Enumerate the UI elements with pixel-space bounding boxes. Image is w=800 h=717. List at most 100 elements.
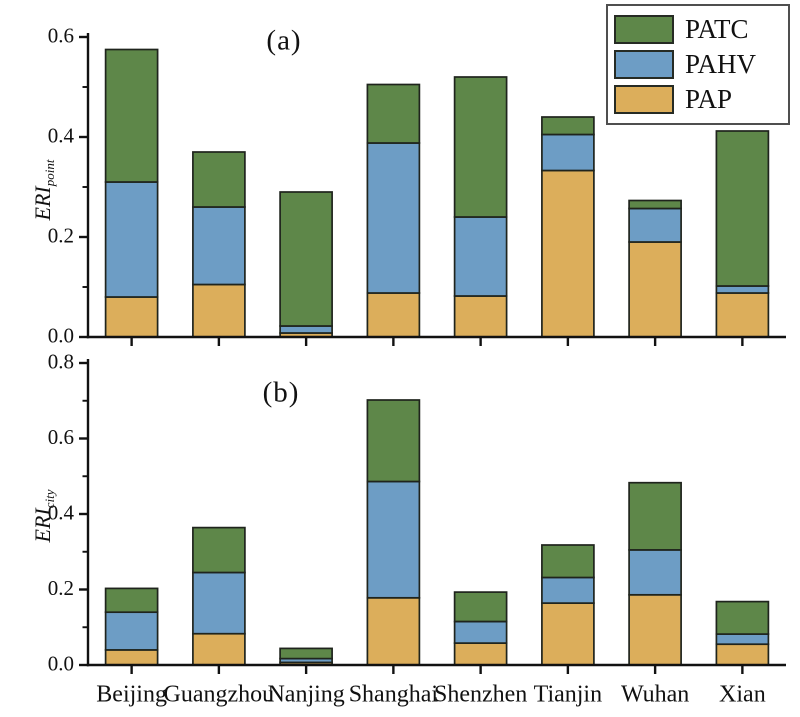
bar-xian: [715, 130, 770, 338]
bar-segment-pap-tianjin: [541, 602, 595, 666]
bar-segment-pap-shanghai: [366, 292, 421, 338]
y-axis-title-main-b: ERI: [29, 508, 55, 543]
y-axis-title-sub-a: point: [42, 159, 58, 187]
bar-segment-patc-shanghai: [366, 83, 421, 144]
x-tick-label-beijing: Beijing: [96, 682, 167, 708]
panel-a-label: (a): [266, 24, 302, 57]
bar-shenzhen: [453, 76, 508, 338]
bar-beijing: [104, 48, 159, 338]
bar-guangzhou: [192, 526, 246, 666]
bar-segment-pap-guangzhou: [192, 283, 246, 338]
bar-segment-pap-beijing: [104, 649, 159, 666]
panel-b-label: (b): [262, 376, 300, 409]
legend-entry-patc: PATC: [614, 12, 782, 47]
x-tick-label-nanjing: Nanjing: [267, 682, 344, 708]
legend: PATC PAHV PAP: [606, 4, 790, 125]
bar-segment-patc-wuhan: [628, 199, 682, 210]
bar-shenzhen: [453, 591, 508, 666]
y-axis-title-main-a: ERI: [29, 186, 55, 221]
bar-segment-pahv-wuhan: [628, 207, 682, 243]
bar-segment-pahv-beijing: [104, 181, 159, 298]
bar-segment-patc-shenzhen: [453, 591, 508, 623]
bar-segment-pahv-xian: [715, 285, 770, 294]
y-tick-label: 0.8: [48, 349, 74, 373]
y-tick-label: 0.2: [48, 576, 74, 600]
bar-segment-pahv-beijing: [104, 611, 159, 651]
bar-segment-pap-beijing: [104, 296, 159, 338]
bar-xian: [715, 600, 770, 666]
bar-segment-pahv-nanjing: [279, 325, 333, 334]
bar-beijing: [104, 587, 159, 666]
pahv-swatch-icon: [614, 50, 674, 79]
panel-a: 0.0 0.2 0.4 0.6: [48, 23, 786, 347]
bar-shanghai: [366, 399, 421, 666]
bar-segment-patc-wuhan: [628, 481, 682, 551]
y-tick-label: 0.6: [48, 425, 74, 449]
bar-wuhan: [628, 199, 682, 338]
bar-segment-patc-beijing: [104, 48, 159, 183]
bar-segment-pap-xian: [715, 643, 770, 666]
y-tick-label: 0.4: [48, 500, 75, 524]
y-axis-title-eri-city: ERIcity: [30, 490, 58, 543]
bar-segment-patc-tianjin: [541, 544, 595, 579]
bar-segment-pahv-xian: [715, 633, 770, 646]
bar-segment-pahv-tianjin: [541, 133, 595, 172]
bar-segment-pap-wuhan: [628, 241, 682, 338]
bar-tianjin: [541, 116, 595, 338]
x-tick-label-wuhan: Wuhan: [621, 682, 689, 708]
y-tick-label: 0.0: [48, 651, 74, 675]
y-tick-label: 0.0: [48, 323, 74, 347]
bar-segment-pahv-tianjin: [541, 576, 595, 604]
bar-segment-pahv-wuhan: [628, 549, 682, 596]
y-tick-label: 0.2: [48, 223, 74, 247]
bar-segment-patc-shanghai: [366, 399, 421, 483]
x-tick-label-guangzhou: Guangzhou: [164, 682, 275, 708]
legend-label-patc: PATC: [685, 14, 749, 44]
bar-segment-patc-guangzhou: [192, 151, 246, 208]
bar-segment-patc-guangzhou: [192, 526, 246, 574]
bar-segment-patc-xian: [715, 600, 770, 635]
bar-segment-pap-wuhan: [628, 593, 682, 666]
bar-segment-patc-tianjin: [541, 116, 595, 136]
bar-segment-pap-guangzhou: [192, 632, 246, 666]
y-tick-label: 0.6: [48, 23, 74, 47]
bar-segment-patc-nanjing: [279, 191, 333, 327]
bar-segment-pahv-shenzhen: [453, 216, 508, 297]
bar-wuhan: [628, 481, 682, 666]
y-tick-label: 0.4: [48, 123, 75, 147]
legend-entry-pap: PAP: [614, 82, 782, 117]
bar-segment-pap-shanghai: [366, 596, 421, 666]
bar-tianjin: [541, 544, 595, 666]
bar-segment-patc-xian: [715, 130, 770, 287]
bar-segment-pahv-shanghai: [366, 142, 421, 294]
legend-label-pahv: PAHV: [685, 49, 757, 79]
x-tick-label-shanghai: Shanghai: [349, 682, 439, 708]
bar-segment-patc-beijing: [104, 587, 159, 614]
bar-segment-pap-shenzhen: [453, 295, 508, 338]
bar-segment-patc-nanjing: [279, 647, 333, 660]
y-axis-title-eri-point: ERIpoint: [30, 160, 58, 221]
x-tick-label-xian: Xian: [719, 682, 766, 708]
bar-segment-pahv-guangzhou: [192, 571, 246, 635]
x-tick-label-shenzhen: Shenzhen: [434, 682, 527, 708]
legend-entry-pahv: PAHV: [614, 47, 782, 82]
legend-label-pap: PAP: [685, 84, 733, 114]
x-tick-label-tianjin: Tianjin: [534, 682, 602, 708]
patc-swatch-icon: [614, 15, 674, 44]
bar-shanghai: [366, 83, 421, 338]
bar-segment-pahv-guangzhou: [192, 206, 246, 286]
bar-segment-pahv-shanghai: [366, 480, 421, 599]
bar-nanjing: [279, 191, 333, 338]
bar-segment-pap-shenzhen: [453, 642, 508, 666]
pap-swatch-icon: [614, 85, 674, 114]
bar-segment-pap-xian: [715, 292, 770, 338]
bar-segment-pahv-shenzhen: [453, 620, 508, 644]
y-axis-title-sub-b: city: [42, 489, 58, 509]
bar-segment-patc-shenzhen: [453, 76, 508, 218]
bar-segment-pap-tianjin: [541, 169, 595, 338]
bar-nanjing: [279, 647, 333, 666]
bar-guangzhou: [192, 151, 246, 338]
